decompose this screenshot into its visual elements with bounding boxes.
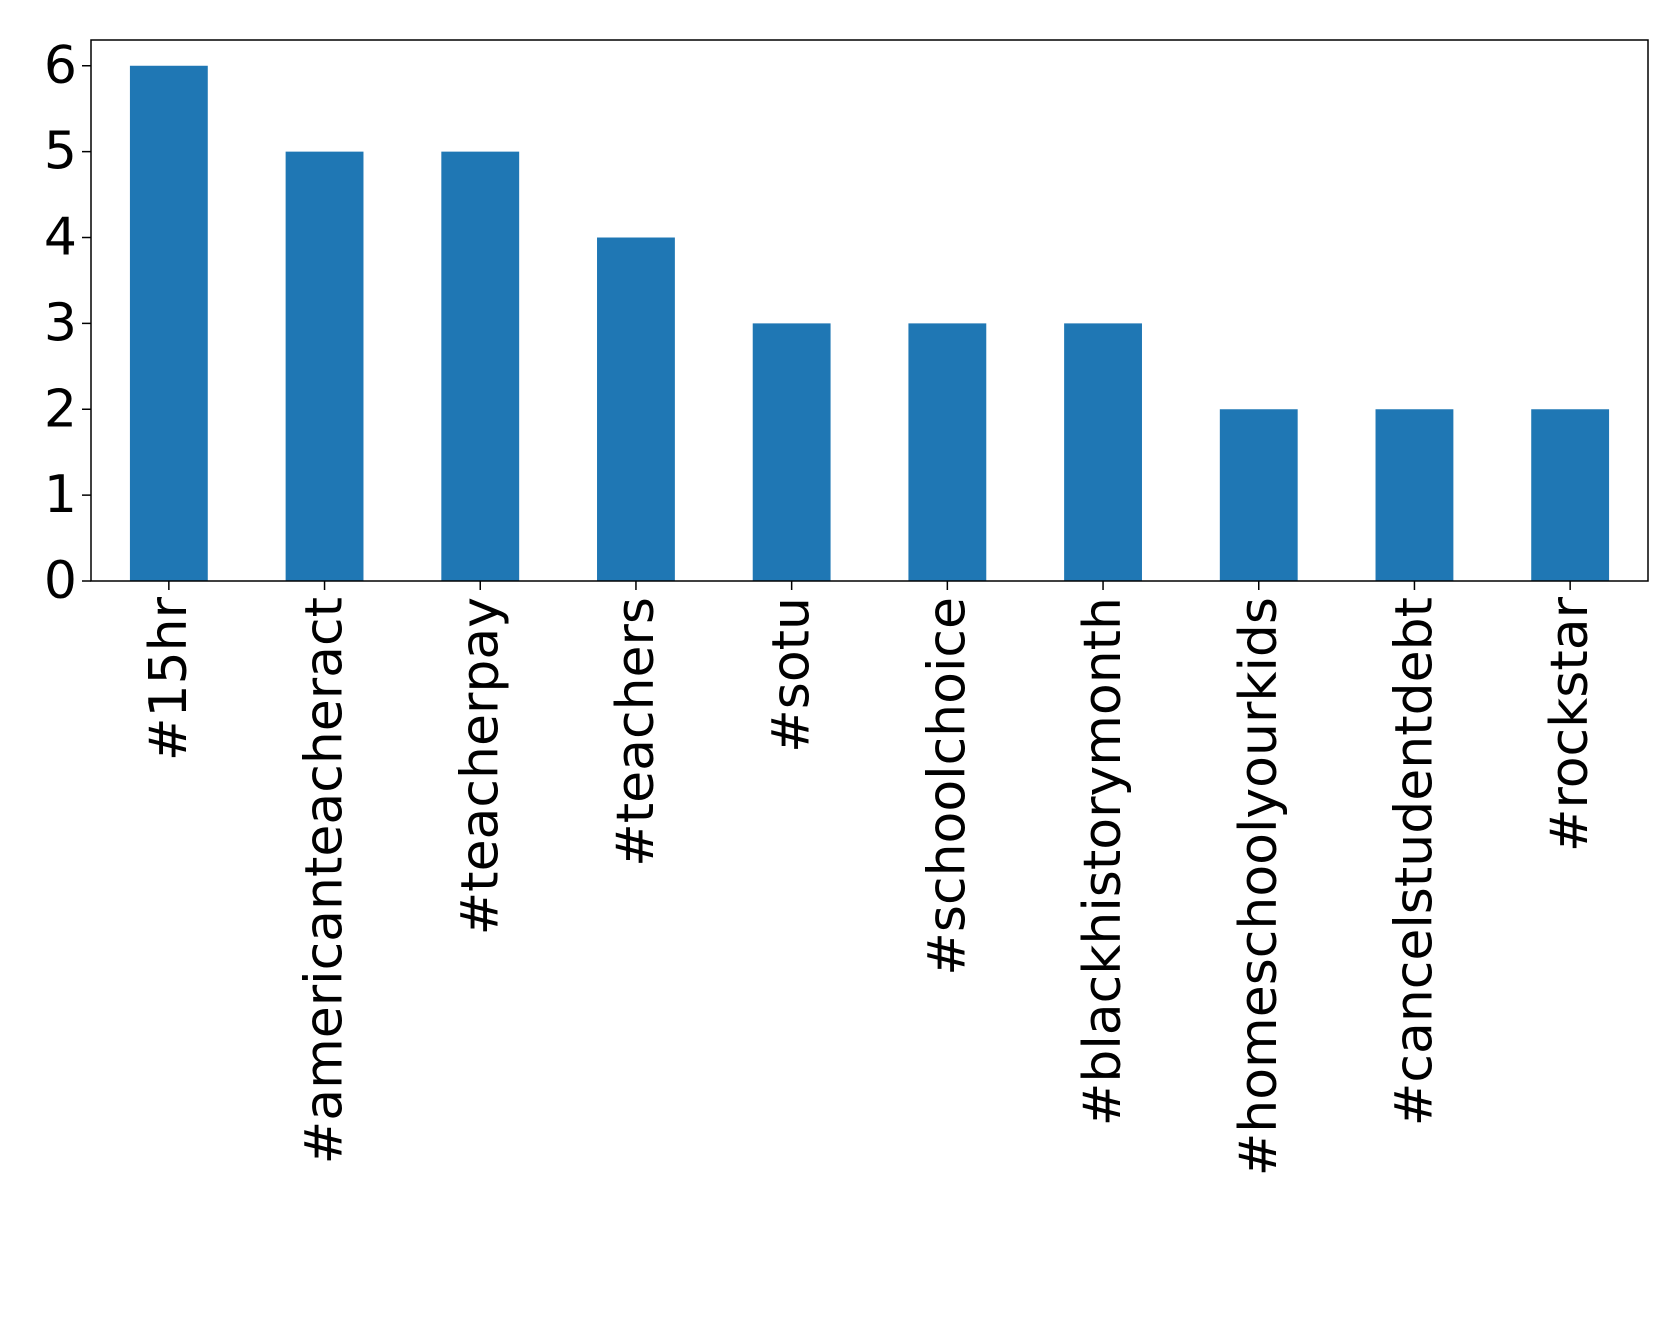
x-tick-label: #teacherpay [450, 597, 510, 935]
bar [908, 323, 987, 581]
x-tick-label: #15hr [139, 596, 199, 761]
y-tick-label: 0 [44, 551, 77, 611]
x-tick-label: #cancelstudentdebt [1384, 597, 1444, 1126]
plot-frame [90, 39, 1649, 582]
bar [441, 151, 520, 581]
bar [1219, 409, 1298, 581]
x-tick-label: #rockstar [1540, 596, 1600, 852]
y-tick-label: 5 [44, 122, 77, 182]
y-tick-label: 1 [44, 465, 77, 525]
y-tick-label: 3 [44, 293, 77, 353]
y-tick-label: 4 [44, 208, 77, 268]
x-tick-label: #teachers [606, 597, 666, 867]
bar [1375, 409, 1454, 581]
bar [129, 65, 208, 581]
bar [597, 237, 675, 581]
x-tick-label: #blackhistorymonth [1073, 597, 1133, 1126]
x-tick-label: #americanteacheract [295, 597, 355, 1164]
bar [285, 151, 364, 581]
y-tick-label: 6 [44, 36, 77, 96]
x-tick-label: #homeschoolyourkids [1229, 597, 1289, 1176]
bar [752, 323, 831, 581]
bar [1064, 323, 1142, 581]
x-tick-label: #sotu [762, 597, 822, 753]
bar [1531, 409, 1610, 581]
x-tick-label: #schoolchoice [917, 597, 977, 976]
y-tick-label: 2 [44, 379, 77, 439]
